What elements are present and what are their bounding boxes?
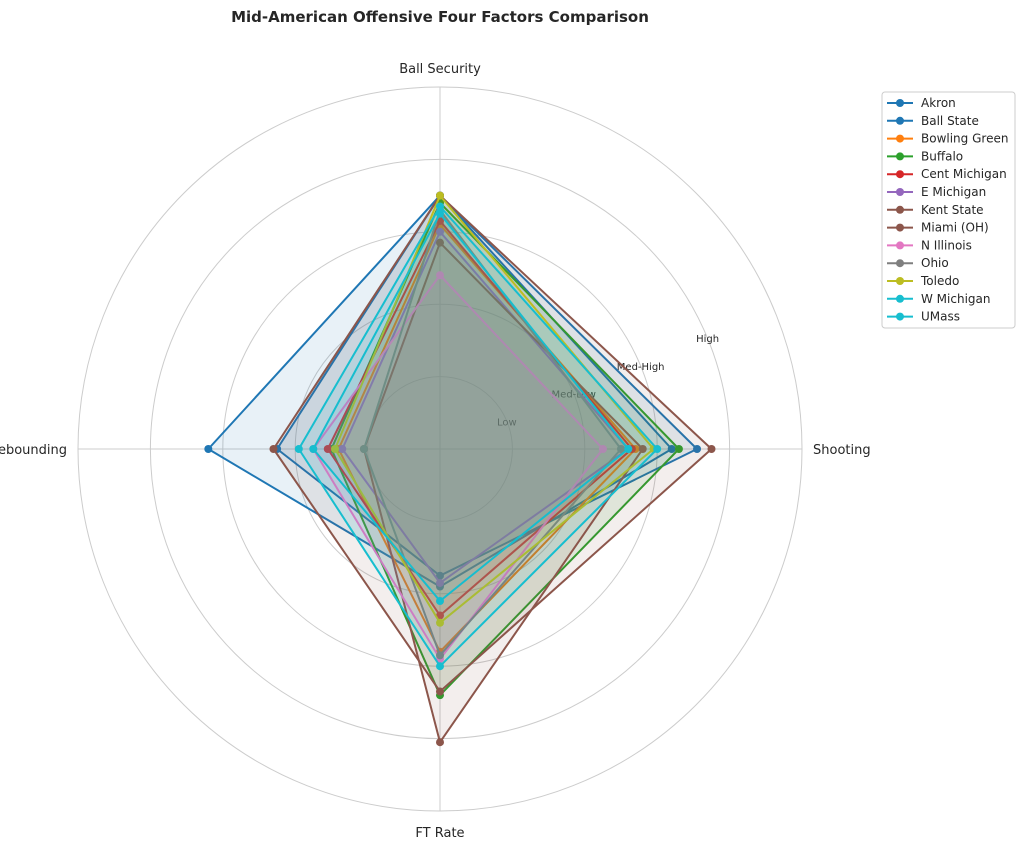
data-point	[436, 651, 444, 660]
legend-box	[881, 91, 1016, 329]
legend-item: Bowling Green	[887, 132, 1008, 146]
legend-swatch-marker	[896, 134, 904, 143]
legend-swatch-marker	[896, 312, 904, 321]
legend-label: Miami (OH)	[921, 221, 989, 235]
legend-label: N Illinois	[921, 238, 972, 252]
legend-swatch-marker	[896, 259, 904, 268]
data-point	[309, 445, 318, 453]
data-point	[653, 445, 662, 453]
axis-label: Shooting	[813, 443, 871, 458]
series-w-michigan	[309, 209, 633, 606]
ring-label: High	[696, 334, 719, 345]
series-layer	[204, 191, 716, 747]
data-point	[323, 445, 332, 453]
legend-item: Kent State	[887, 203, 984, 217]
data-point	[436, 191, 444, 200]
legend-label: Bowling Green	[921, 132, 1008, 146]
legend-label: Ball State	[921, 114, 979, 128]
legend-label: Cent Michigan	[921, 167, 1007, 181]
data-point	[624, 445, 633, 453]
data-point	[436, 571, 444, 580]
legend-swatch-marker	[896, 294, 904, 303]
legend-swatch-marker	[896, 170, 904, 179]
axis-label: FT Rate	[415, 826, 464, 841]
data-point	[693, 445, 702, 453]
axis-label: Ball Security	[399, 62, 481, 77]
series-area	[297, 205, 659, 668]
legend-item: Toledo	[887, 274, 959, 288]
legend-item: Ohio	[887, 256, 949, 270]
legend-swatch-marker	[896, 99, 904, 107]
data-point	[359, 445, 368, 453]
data-point	[436, 618, 444, 627]
data-point	[338, 445, 347, 453]
data-point	[707, 445, 716, 453]
legend-swatch-marker	[896, 241, 904, 250]
axis-label: Off Rebounding	[0, 443, 67, 458]
legend-swatch-marker	[896, 205, 904, 214]
ring-label: Med-Low	[552, 390, 596, 401]
data-point	[436, 611, 444, 620]
legend-item: Ball State	[887, 114, 979, 128]
data-point	[638, 445, 647, 453]
data-point	[436, 238, 444, 247]
legend-swatch-marker	[896, 152, 904, 161]
legend-item: Buffalo	[887, 149, 963, 163]
data-point	[331, 445, 340, 453]
data-point	[436, 687, 444, 696]
legend: Akron Ball State Bowling Green Buffalo Cent …	[881, 91, 1016, 329]
legend-item: Cent Michigan	[887, 167, 1007, 181]
legend-swatch-marker	[896, 223, 904, 232]
legend-label: E Michigan	[921, 185, 986, 199]
legend-item: Akron	[887, 96, 956, 110]
ring-label: Med-High	[617, 362, 665, 373]
data-point	[436, 578, 444, 587]
legend-item: UMass	[887, 310, 960, 324]
legend-item: Miami (OH)	[887, 221, 989, 235]
data-point	[617, 445, 625, 453]
legend-swatch-marker	[896, 277, 904, 285]
data-point	[294, 445, 303, 453]
legend-item: W Michigan	[887, 292, 990, 306]
legend-label: W Michigan	[921, 292, 990, 306]
ring-label: Low	[497, 417, 517, 428]
data-point	[204, 445, 213, 453]
data-point	[674, 445, 683, 453]
legend-label: Toledo	[920, 274, 959, 288]
series-umass	[294, 202, 662, 671]
legend-item: N Illinois	[887, 238, 972, 252]
legend-label: UMass	[921, 310, 960, 324]
legend-label: Buffalo	[921, 149, 963, 163]
chart-title: Mid-American Offensive Four Factors Comp…	[231, 8, 649, 26]
data-point	[436, 271, 444, 280]
legend-label: Akron	[921, 96, 956, 110]
data-point	[436, 662, 444, 671]
data-point	[598, 445, 607, 453]
legend-swatch-marker	[896, 116, 904, 125]
legend-swatch-marker	[896, 188, 904, 196]
data-point	[436, 202, 444, 211]
data-point	[436, 738, 444, 747]
data-point	[436, 227, 444, 236]
data-point	[436, 597, 444, 606]
data-point	[667, 445, 676, 453]
axis-labels: Shooting Ball Security Off Rebounding FT Ra…	[0, 62, 871, 841]
legend-label: Ohio	[921, 256, 949, 270]
data-point	[269, 445, 278, 453]
legend-label: Kent State	[921, 203, 984, 217]
series-e-michigan	[338, 227, 633, 587]
legend-item: E Michigan	[887, 185, 986, 199]
